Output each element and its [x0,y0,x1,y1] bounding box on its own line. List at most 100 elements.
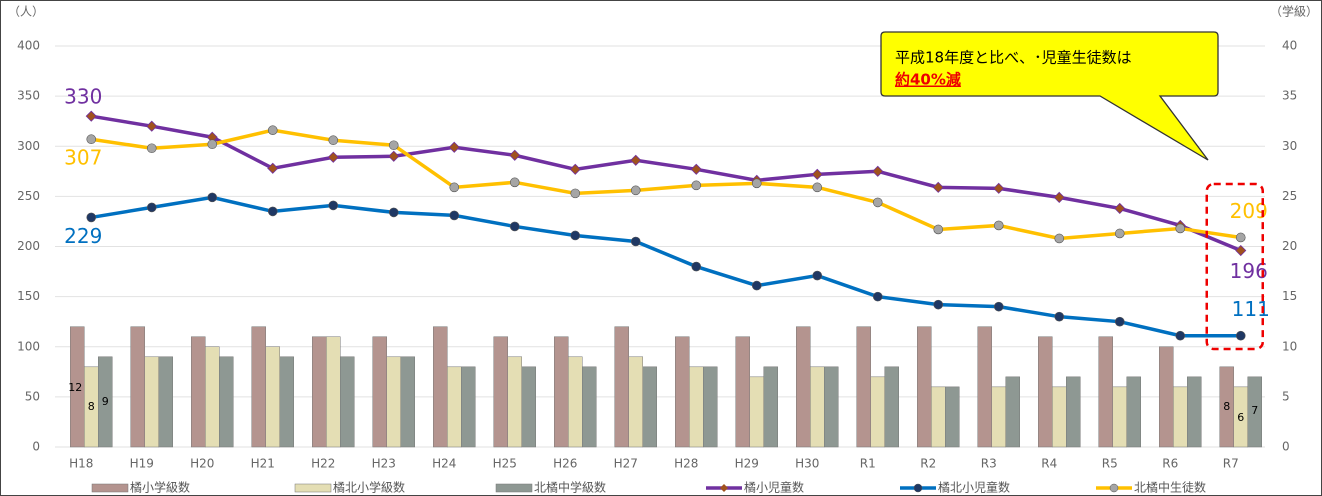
bar [628,356,643,448]
marker [1114,202,1126,214]
legend-label: 橘北小学級数 [333,480,405,495]
bar [251,326,266,448]
bar [1052,386,1067,448]
bar [703,366,718,448]
marker [207,192,218,203]
bar [279,356,294,448]
bar [977,326,992,448]
bar [642,366,657,448]
x-tick-label: R4 [1041,457,1057,471]
bar [507,356,522,448]
line [90,195,1241,338]
marker [1175,223,1186,234]
bar [735,336,750,448]
marker [207,139,218,150]
x-tick-label: H19 [130,457,154,471]
marker [691,180,702,191]
marker [449,210,460,221]
bar [810,366,825,448]
bar [265,346,280,448]
data-label: 6 [1237,411,1244,424]
marker [751,178,762,189]
marker [146,143,157,154]
marker [932,181,944,193]
bar [1187,376,1202,448]
legend-swatch [294,483,332,493]
bar [433,326,448,448]
legend-swatch [91,483,129,493]
bar [158,356,173,448]
bar [749,376,764,448]
marker [570,230,581,241]
callout [880,31,1219,161]
data-label: 229 [64,224,102,248]
bar [386,356,401,448]
x-tick-label: H21 [251,457,275,471]
x-tick-label: R5 [1102,457,1118,471]
legend-marker [913,483,923,493]
x-tick-label: R3 [981,457,997,471]
bar [917,326,932,448]
marker [1054,233,1065,244]
y-tick-label: 350 [17,89,40,103]
bar [614,326,629,448]
marker [993,220,1004,231]
marker [267,125,278,136]
bar [796,326,811,448]
x-tick-label: H23 [372,457,396,471]
bar [372,336,387,448]
bar [312,336,327,448]
bar [521,366,536,448]
marker [872,165,884,177]
marker [86,212,97,223]
marker [569,163,581,175]
bar [931,386,946,448]
legend-label: 橘小学級数 [130,480,190,495]
bar [1126,376,1141,448]
marker [509,177,520,188]
marker [146,120,158,132]
y2-tick-label: 25 [1282,189,1297,203]
x-tick-label: H24 [432,457,456,471]
legend-label: 橘小児童数 [744,480,804,495]
y-tick-label: 300 [17,139,40,153]
bar [1159,346,1174,448]
x-tick-label: H30 [795,457,819,471]
y-tick-label: 250 [17,189,40,203]
y-tick-label: 0 [32,440,40,454]
bar [856,326,871,448]
data-label: 330 [64,85,102,109]
bar [824,366,839,448]
data-label: 196 [1230,259,1268,283]
marker [630,236,641,247]
x-tick-label: H28 [674,457,698,471]
y2-tick-label: 15 [1282,289,1297,303]
x-tick-label: R7 [1223,457,1239,471]
bar [98,356,113,448]
marker [327,151,339,163]
bar [340,356,355,448]
marker [872,197,883,208]
data-label: 9 [102,395,109,408]
y-tick-label: 50 [25,389,40,403]
y-tick-label: 200 [17,239,40,253]
y2-tick-label: 40 [1282,39,1297,53]
marker [1175,330,1186,341]
bar [991,386,1006,448]
x-tick-label: H22 [311,457,335,471]
bar [205,346,220,448]
marker [1114,228,1125,239]
y2-axis-label: （学級） [1270,4,1318,19]
x-tick-label: H27 [614,457,638,471]
x-tick-label: H18 [69,457,93,471]
bar [884,366,899,448]
y-tick-label: 150 [17,289,40,303]
y2-tick-label: 20 [1282,239,1297,253]
marker [85,110,97,122]
marker [1114,316,1125,327]
data-label: 8 [1223,400,1230,413]
marker [509,221,520,232]
legend-label: 北橘中学級数 [534,480,606,495]
bar [1038,336,1053,448]
